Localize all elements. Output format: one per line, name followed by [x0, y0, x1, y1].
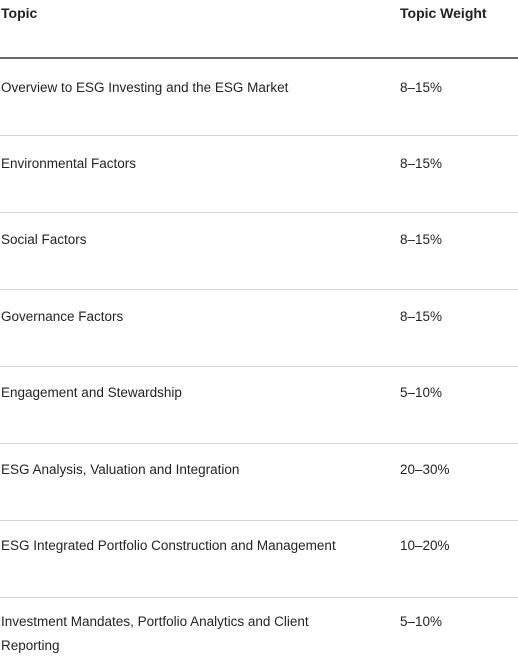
topic-column-header: Topic: [1, 5, 38, 21]
topic-cell: Investment Mandates, Portfolio Analytics…: [1, 614, 309, 653]
weight-cell: 8–15%: [400, 156, 443, 171]
table-row: Social Factors 8–15%: [0, 213, 518, 290]
weight-cell: 8–15%: [400, 309, 443, 324]
table-row: ESG Analysis, Valuation and Integration …: [0, 444, 518, 521]
table-row: Governance Factors 8–15%: [0, 290, 518, 367]
table-row: Overview to ESG Investing and the ESG Ma…: [0, 59, 518, 136]
topic-weight-column-header: Topic Weight: [400, 5, 487, 21]
topic-cell: ESG Integrated Portfolio Construction an…: [1, 538, 336, 553]
topic-cell: Environmental Factors: [1, 156, 137, 171]
table-row: Engagement and Stewardship 5–10%: [0, 367, 518, 444]
table-header: Topic Topic Weight: [0, 0, 518, 59]
weight-cell: 10–20%: [400, 538, 450, 553]
topic-cell: Social Factors: [1, 232, 87, 247]
weight-cell: 5–10%: [400, 614, 443, 629]
topic-cell: Engagement and Stewardship: [1, 385, 182, 400]
topic-cell: ESG Analysis, Valuation and Integration: [1, 462, 240, 477]
table-row: ESG Integrated Portfolio Construction an…: [0, 521, 518, 598]
topic-cell: Overview to ESG Investing and the ESG Ma…: [1, 80, 289, 95]
weight-cell: 8–15%: [400, 232, 443, 247]
weight-cell: 8–15%: [400, 80, 443, 95]
weight-cell: 5–10%: [400, 385, 443, 400]
table-row: Investment Mandates, Portfolio Analytics…: [0, 598, 518, 665]
weight-cell: 20–30%: [400, 462, 450, 477]
topic-cell: Governance Factors: [1, 309, 124, 324]
table-row: Environmental Factors 8–15%: [0, 136, 518, 213]
